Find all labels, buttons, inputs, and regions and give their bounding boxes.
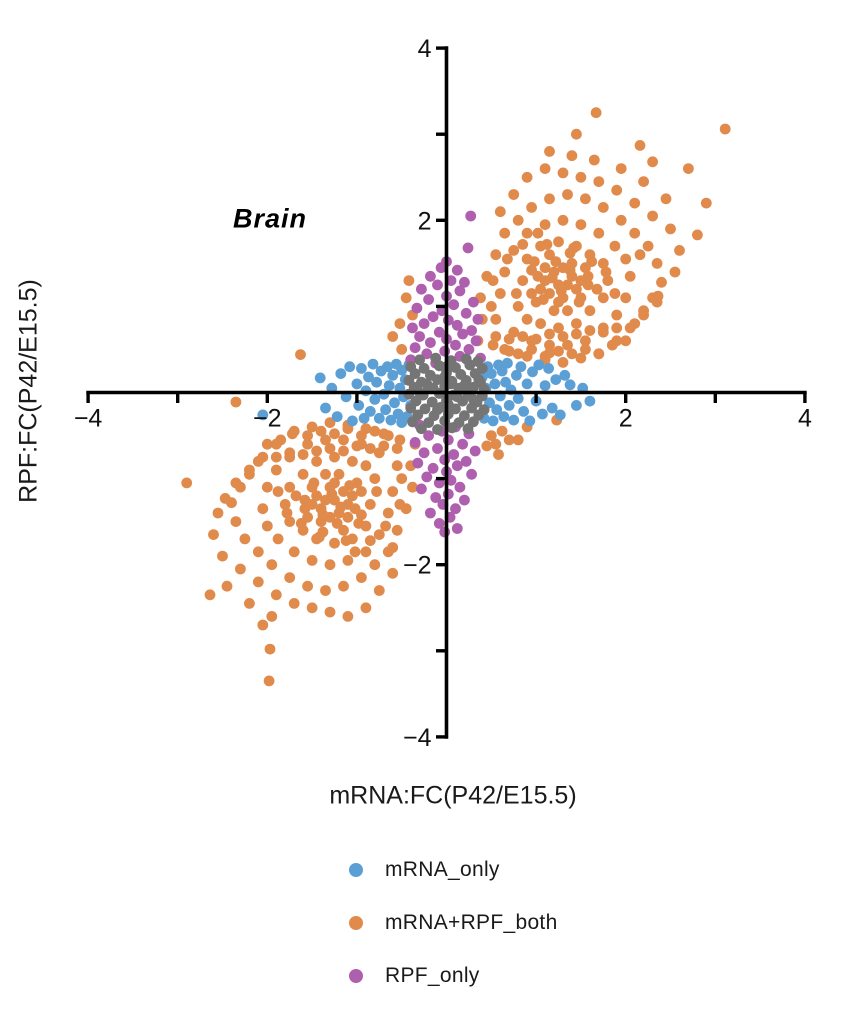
x-axis-label: mRNA:FC(P42/E15.5) [329, 781, 577, 810]
svg-text:−4: −4 [74, 405, 103, 433]
mrna-only-dot-icon [349, 863, 363, 877]
svg-text:4: 4 [418, 35, 432, 63]
svg-text:4: 4 [798, 405, 812, 433]
legend-item-mrna-only: mRNA_only [349, 857, 558, 883]
legend-label: mRNA_only [385, 858, 500, 881]
rpf-only-dot-icon [349, 969, 363, 983]
plot-title: Brain [232, 203, 308, 234]
legend-label: mRNA+RPF_both [385, 911, 558, 934]
svg-text:−4: −4 [403, 724, 432, 752]
svg-text:2: 2 [418, 207, 432, 235]
svg-text:−2: −2 [403, 552, 432, 580]
legend: mRNA_only mRNA+RPF_both RPF_only [349, 857, 558, 1016]
scatter-points [181, 107, 731, 687]
legend-item-mrna-rpf-both: mRNA+RPF_both [349, 910, 558, 936]
svg-text:2: 2 [619, 405, 633, 433]
svg-text:−2: −2 [253, 405, 282, 433]
mrna-rpf-both-dot-icon [349, 916, 363, 930]
series-center [403, 352, 490, 435]
legend-label: RPF_only [385, 964, 480, 987]
y-axis-label: RPF:FC(P42/E15.5) [14, 279, 43, 503]
legend-item-rpf-only: RPF_only [349, 963, 558, 989]
